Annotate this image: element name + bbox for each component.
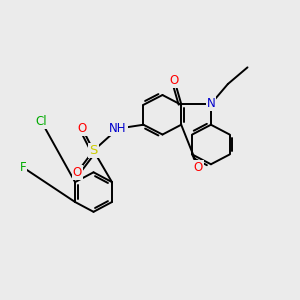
Text: Cl: Cl (36, 115, 47, 128)
Text: NH: NH (109, 122, 127, 135)
Text: O: O (170, 74, 179, 87)
Text: O: O (73, 166, 82, 179)
Text: N: N (207, 98, 215, 110)
Text: O: O (194, 161, 203, 174)
Text: F: F (20, 161, 26, 174)
Text: O: O (78, 122, 87, 135)
Text: S: S (89, 144, 98, 157)
